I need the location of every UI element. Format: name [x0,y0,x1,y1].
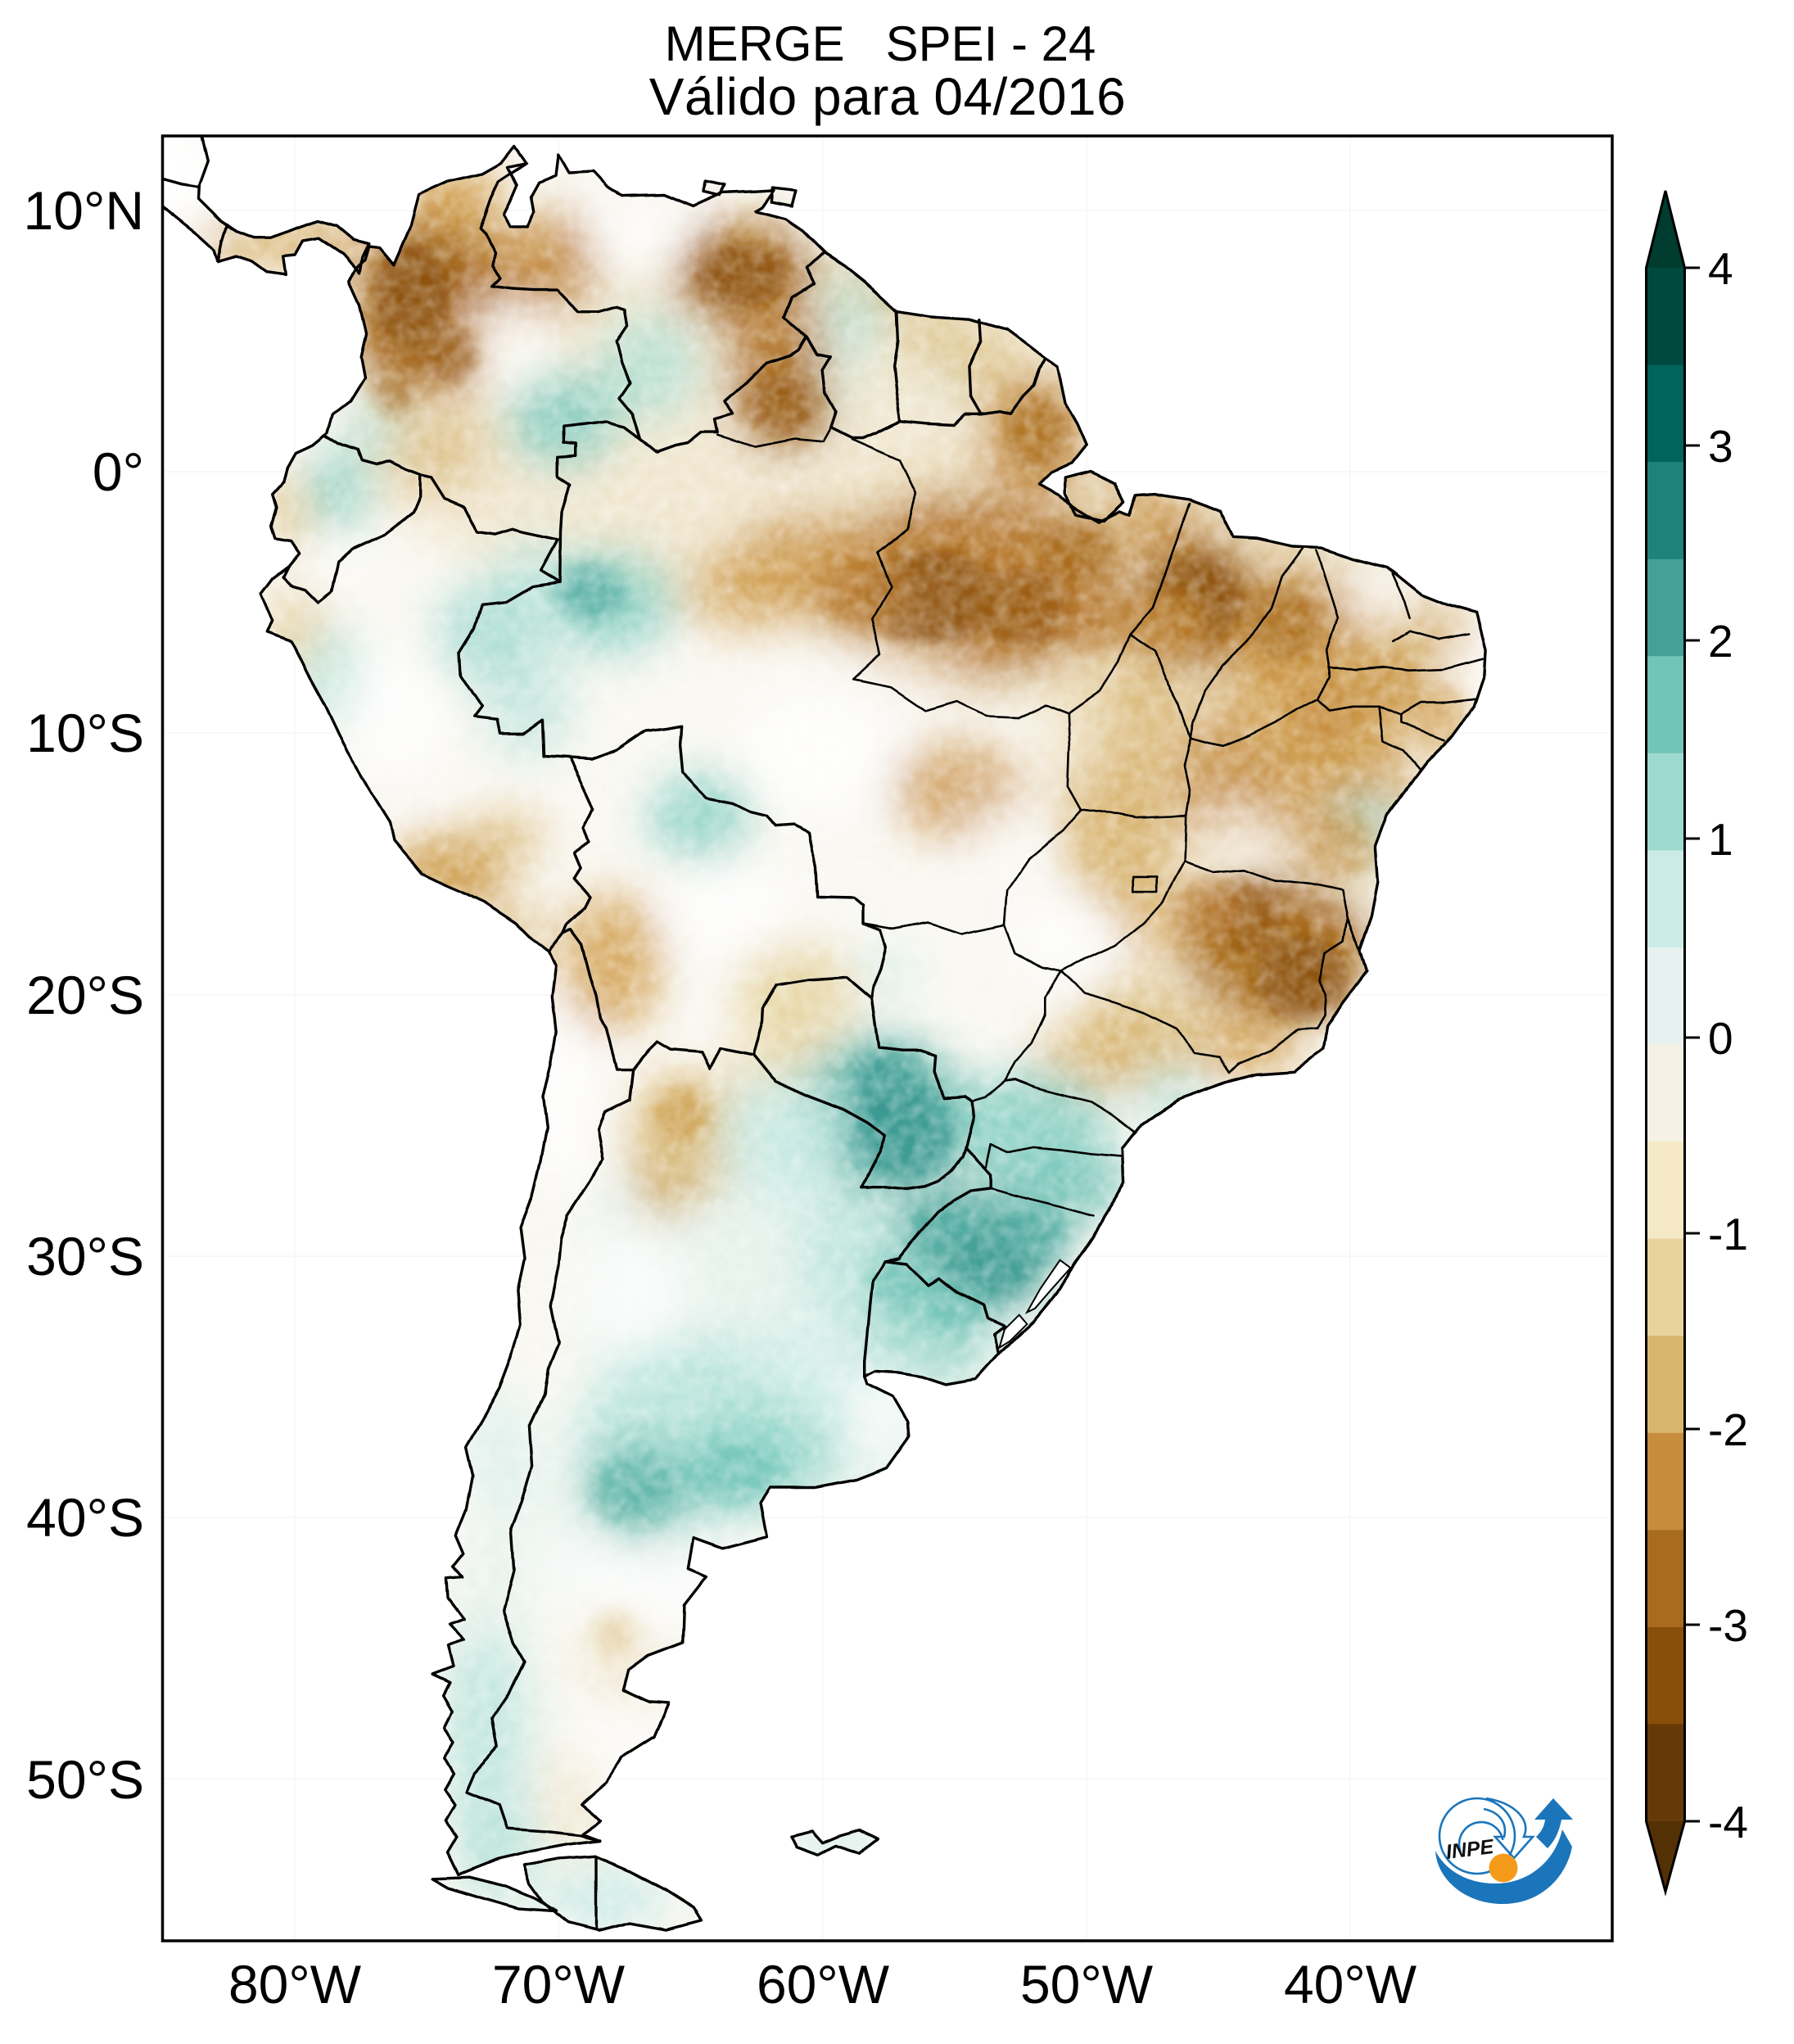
svg-text:4: 4 [1708,243,1733,294]
svg-text:40°S: 40°S [26,1487,144,1548]
svg-text:50°W: 50°W [1020,1954,1154,2015]
svg-text:MERGE SPEI - 24: MERGE SPEI - 24 [665,16,1096,71]
svg-text:0°: 0° [93,441,144,502]
svg-text:40°W: 40°W [1284,1954,1417,2015]
svg-text:20°S: 20°S [26,965,144,1025]
svg-text:2: 2 [1708,616,1733,667]
svg-text:Válido para 04/2016: Válido para 04/2016 [649,67,1126,126]
svg-text:-3: -3 [1708,1600,1748,1651]
svg-text:-2: -2 [1708,1404,1748,1455]
svg-text:3: 3 [1708,421,1733,472]
svg-text:10°S: 10°S [26,703,144,763]
svg-text:80°W: 80°W [228,1954,362,2015]
svg-text:60°W: 60°W [757,1954,890,2015]
svg-text:70°W: 70°W [492,1954,626,2015]
svg-text:0: 0 [1708,1013,1733,1064]
svg-text:-4: -4 [1708,1797,1748,1847]
svg-text:30°S: 30°S [26,1226,144,1287]
svg-text:-1: -1 [1708,1209,1748,1259]
svg-text:10°N: 10°N [24,180,144,241]
svg-text:50°S: 50°S [26,1749,144,1810]
svg-text:1: 1 [1708,814,1733,865]
